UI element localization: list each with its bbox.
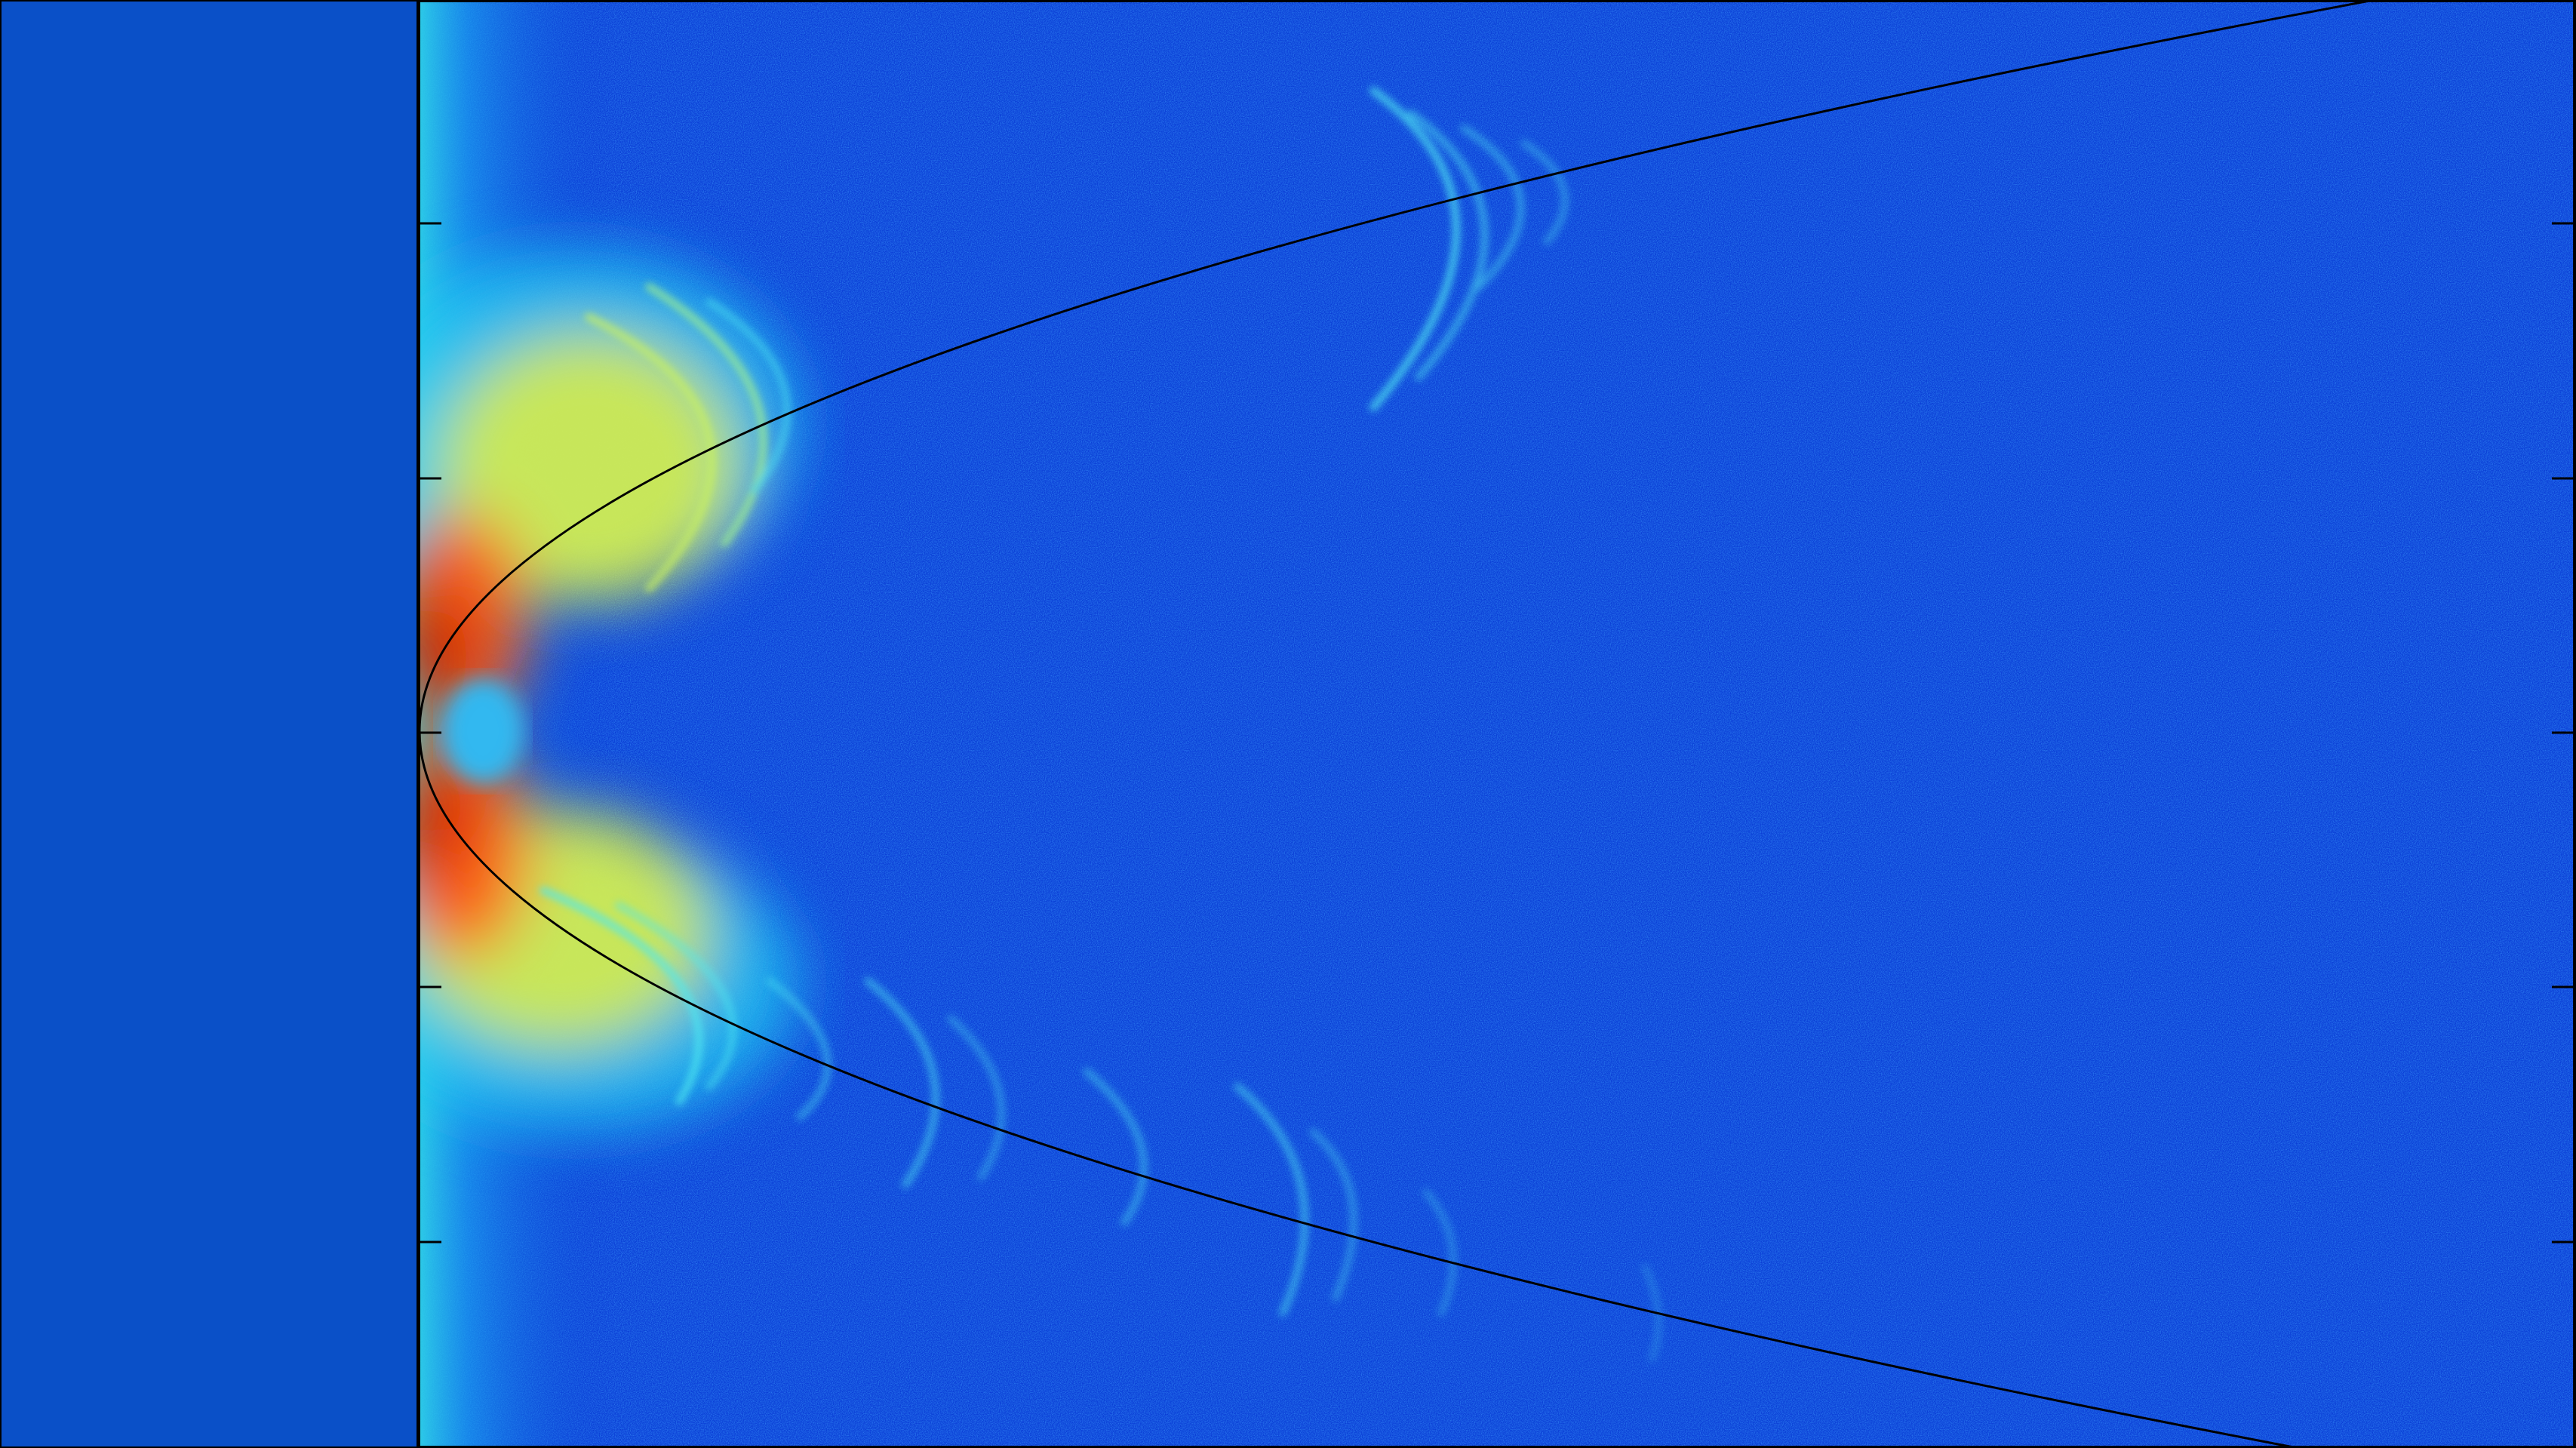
left-panel — [0, 0, 420, 1448]
arcs — [539, 87, 1662, 1362]
ticks — [419, 222, 2574, 1244]
plot-area — [419, 0, 2576, 1448]
noise — [419, 0, 2576, 1448]
center-notch — [441, 678, 524, 784]
plot-frame — [417, 0, 2576, 1448]
hot-region — [419, 249, 800, 1132]
